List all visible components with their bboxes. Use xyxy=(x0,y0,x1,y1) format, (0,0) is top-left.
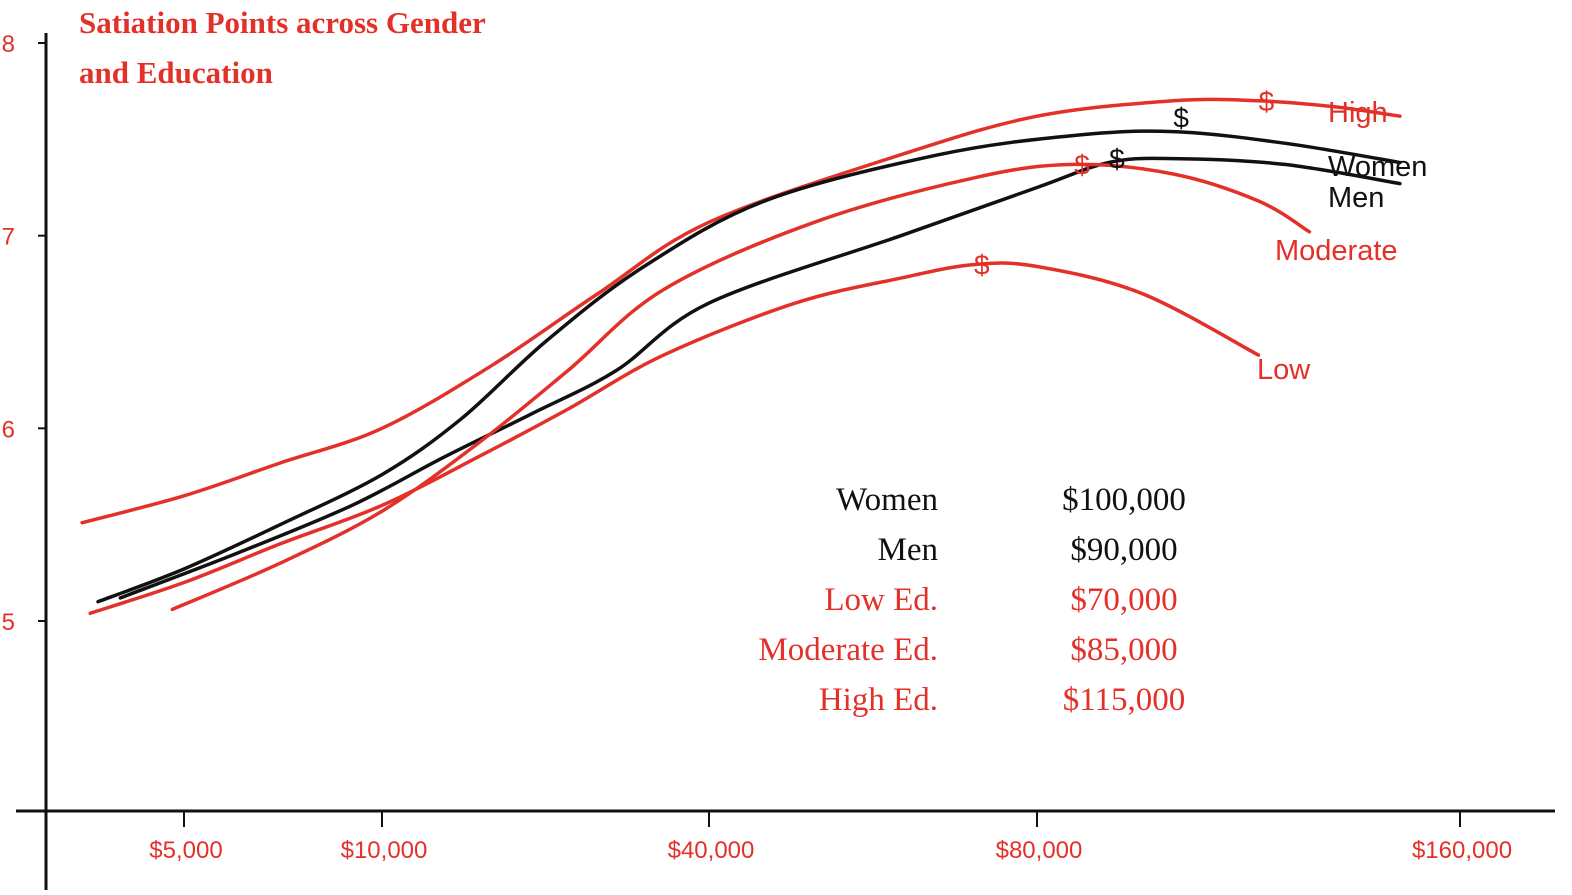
y-tick-label-0: 8 xyxy=(2,31,15,58)
table-label-women: Women xyxy=(836,482,938,518)
satiation-marker-women: $ xyxy=(1173,103,1189,134)
satiation-marker-moderate: $ xyxy=(1074,149,1090,180)
y-tick-label-1: 7 xyxy=(2,224,15,251)
satiation-markers: $ $ $ $ $ xyxy=(974,86,1275,281)
table-value-men: $90,000 xyxy=(1070,532,1177,568)
table-value-high-ed: $115,000 xyxy=(1063,682,1186,718)
x-tick-label-1: $10,000 xyxy=(341,837,428,864)
satiation-marker-high: $ xyxy=(1259,86,1275,117)
x-tick-label-4: $160,000 xyxy=(1412,837,1512,864)
series-line-moderate xyxy=(170,162,1312,612)
table-label-high-ed: High Ed. xyxy=(819,682,938,718)
x-tick-label-0: $5,000 xyxy=(149,837,222,864)
series-line-men xyxy=(118,156,1402,600)
table-value-moderate-ed: $85,000 xyxy=(1070,632,1177,668)
chart-title-line-1: Satiation Points across Gender xyxy=(79,5,486,40)
chart-title: Satiation Points across Gender and Educa… xyxy=(79,5,486,90)
series-line-high xyxy=(80,97,1402,525)
axes xyxy=(16,33,1555,890)
satiation-table: Women $100,000 Men $90,000 Low Ed. $70,000 Mod… xyxy=(758,482,1185,718)
series-label-women: Women xyxy=(1328,151,1427,183)
table-label-low-ed: Low Ed. xyxy=(824,582,938,618)
x-tick-label-2: $40,000 xyxy=(668,837,755,864)
series-label-men: Men xyxy=(1328,182,1384,214)
series-lines xyxy=(80,97,1402,616)
table-label-men: Men xyxy=(878,532,939,568)
satiation-marker-low: $ xyxy=(974,250,990,281)
series-label-low: Low xyxy=(1257,354,1311,386)
y-tick-label-3: 5 xyxy=(2,609,15,636)
table-value-low-ed: $70,000 xyxy=(1070,582,1177,618)
series-label-high: High xyxy=(1328,97,1388,129)
satiation-marker-men: $ xyxy=(1109,144,1125,175)
x-tick-label-3: $80,000 xyxy=(996,837,1083,864)
axis-ticks: 8 7 6 5 $5,000 $10,000 $40,000 $80,000 $160,000 xyxy=(2,31,1512,864)
series-line-low xyxy=(88,261,1261,616)
y-tick-label-2: 6 xyxy=(2,416,15,443)
series-label-moderate: Moderate xyxy=(1275,235,1398,267)
table-value-women: $100,000 xyxy=(1062,482,1186,518)
table-label-moderate-ed: Moderate Ed. xyxy=(758,632,938,668)
series-line-women xyxy=(96,129,1402,604)
chart-title-line-2: and Education xyxy=(79,55,273,90)
